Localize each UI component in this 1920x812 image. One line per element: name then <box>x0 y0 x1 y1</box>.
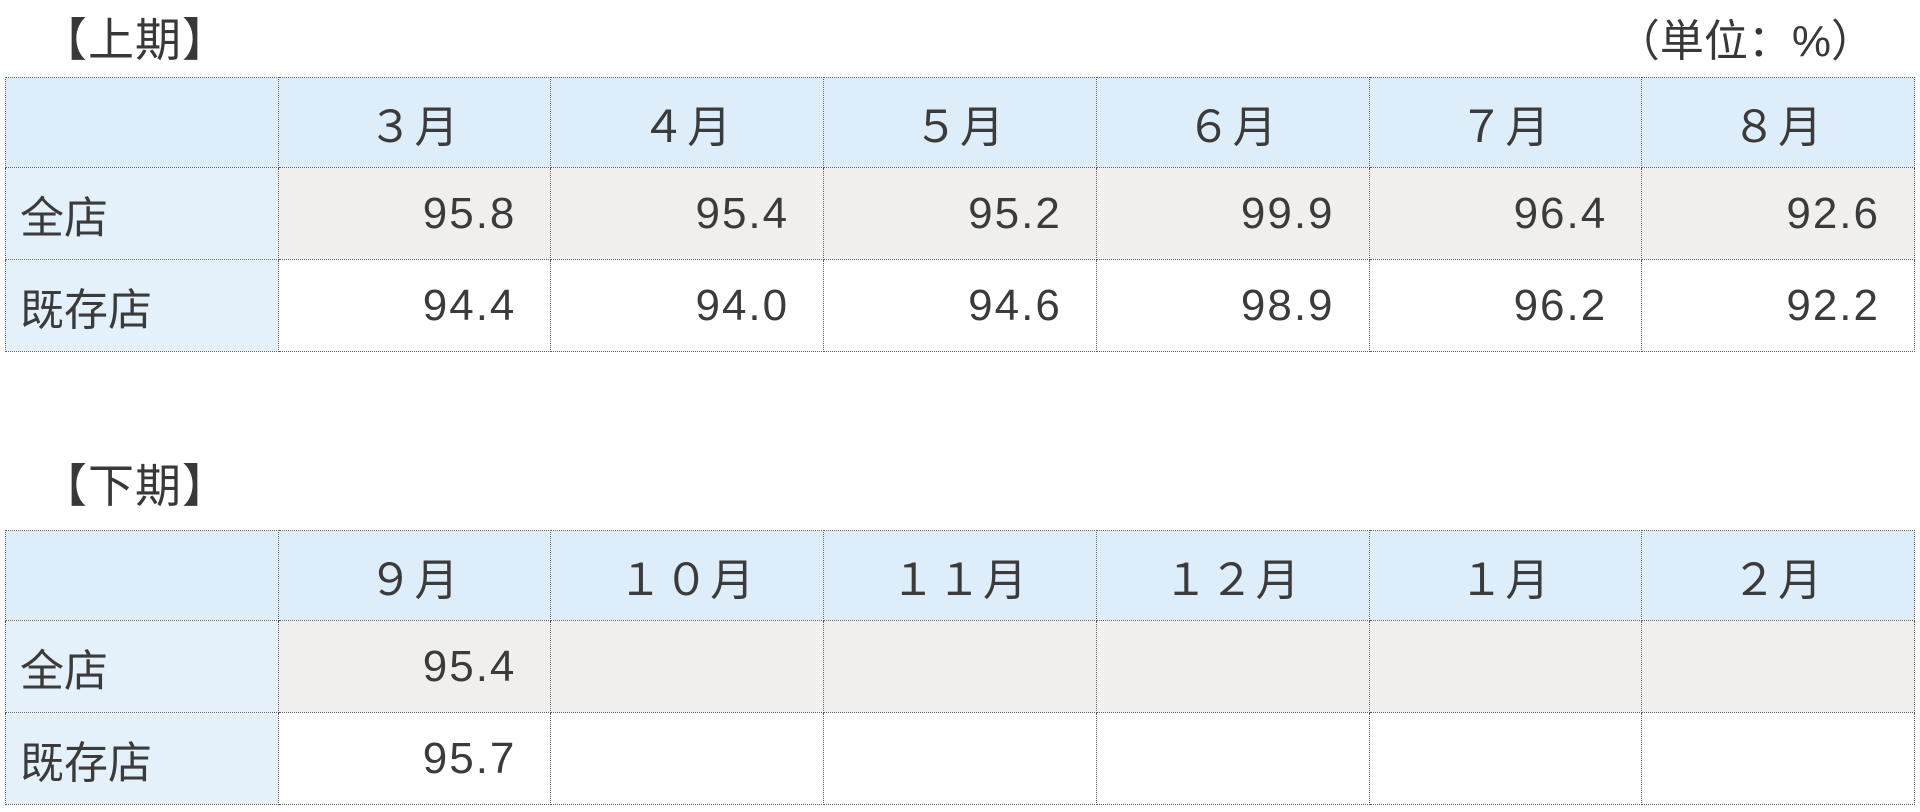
month-header-apr: ４月 <box>550 77 825 168</box>
value-cell: 96.2 <box>1368 259 1643 352</box>
unit-label: （単位：%） <box>1615 17 1875 66</box>
second-title-row: 【下期】 <box>5 454 1915 512</box>
second-half-row-all-stores: 全店 95.4 <box>5 620 1915 713</box>
value-cell <box>1368 712 1643 805</box>
value-cell: 92.6 <box>1641 167 1915 260</box>
value-cell: 96.4 <box>1368 167 1643 260</box>
month-header-jun: ６月 <box>1095 77 1370 168</box>
row-label-all-stores: 全店 <box>5 620 279 713</box>
value-cell: 99.9 <box>1095 167 1370 260</box>
value-cell: 94.6 <box>823 259 1097 352</box>
value-cell: 95.4 <box>550 167 825 260</box>
row-label-existing-stores: 既存店 <box>5 712 279 805</box>
second-half-table: ９月 １０月 １１月 １２月 １月 ２月 全店 95.4 既存店 95.7 <box>5 530 1915 805</box>
month-header-mar: ３月 <box>277 77 552 168</box>
value-cell <box>550 620 825 713</box>
value-cell <box>1095 620 1370 713</box>
month-header-feb: ２月 <box>1641 530 1915 621</box>
corner-cell <box>5 77 279 168</box>
value-cell <box>823 712 1097 805</box>
second-half-title: 【下期】 <box>41 460 229 512</box>
value-cell <box>550 712 825 805</box>
month-header-nov: １１月 <box>823 530 1097 621</box>
value-cell: 95.7 <box>277 712 552 805</box>
value-cell <box>1095 712 1370 805</box>
first-half-row-existing-stores: 既存店 94.4 94.0 94.6 98.9 96.2 92.2 <box>5 259 1915 352</box>
value-cell <box>823 620 1097 713</box>
value-cell <box>1641 620 1915 713</box>
first-half-table: ３月 ４月 ５月 ６月 ７月 ８月 全店 95.8 95.4 95.2 99.9… <box>5 77 1915 352</box>
month-header-jul: ７月 <box>1368 77 1643 168</box>
value-cell: 94.4 <box>277 259 552 352</box>
first-half-header-row: ３月 ４月 ５月 ６月 ７月 ８月 <box>5 77 1915 168</box>
value-cell: 95.2 <box>823 167 1097 260</box>
row-label-all-stores: 全店 <box>5 167 279 260</box>
value-cell: 98.9 <box>1095 259 1370 352</box>
first-half-row-all-stores: 全店 95.8 95.4 95.2 99.9 96.4 92.6 <box>5 167 1915 260</box>
value-cell: 92.2 <box>1641 259 1915 352</box>
value-cell <box>1368 620 1643 713</box>
second-half-header-row: ９月 １０月 １１月 １２月 １月 ２月 <box>5 530 1915 621</box>
month-header-oct: １０月 <box>550 530 825 621</box>
first-half-title: 【上期】 <box>41 14 229 66</box>
month-header-aug: ８月 <box>1641 77 1915 168</box>
month-header-sep: ９月 <box>277 530 552 621</box>
value-cell: 95.8 <box>277 167 552 260</box>
row-label-existing-stores: 既存店 <box>5 259 279 352</box>
value-cell: 94.0 <box>550 259 825 352</box>
month-header-jan: １月 <box>1368 530 1643 621</box>
month-header-dec: １２月 <box>1095 530 1370 621</box>
month-header-may: ５月 <box>823 77 1097 168</box>
corner-cell <box>5 530 279 621</box>
value-cell <box>1641 712 1915 805</box>
second-half-row-existing-stores: 既存店 95.7 <box>5 712 1915 805</box>
value-cell: 95.4 <box>277 620 552 713</box>
top-title-row: 【上期】 （単位：%） <box>5 6 1915 68</box>
